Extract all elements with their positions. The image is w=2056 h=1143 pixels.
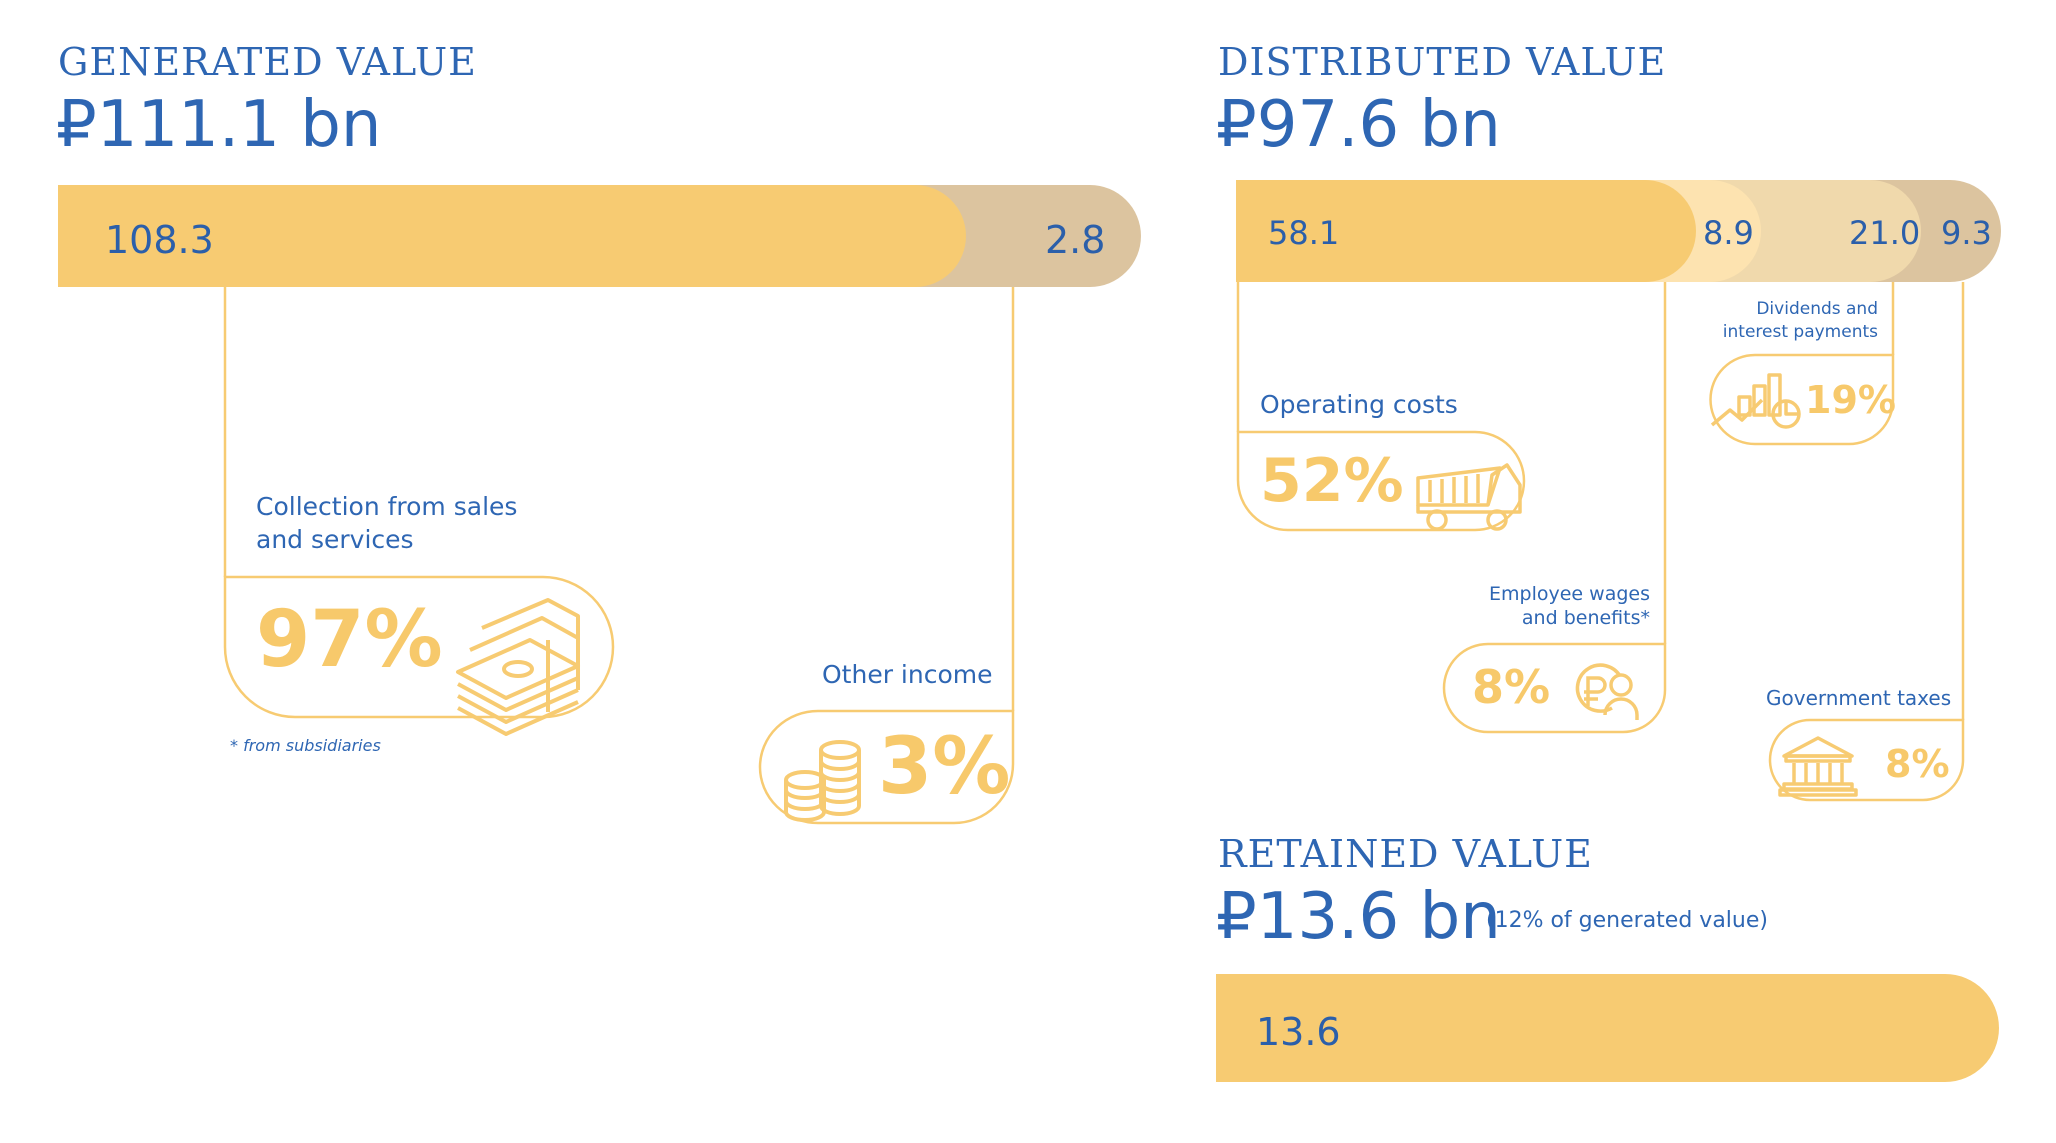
wages-percent: 8% xyxy=(1472,660,1551,714)
bar-label-sales: 108.3 xyxy=(105,218,214,262)
retained-total: ₽13.6 bn xyxy=(1216,880,1501,954)
distributed-bar xyxy=(1236,180,2001,282)
generated-bar xyxy=(58,185,1141,287)
operating-pill-outline xyxy=(1236,430,1526,532)
dividends-percent: 19% xyxy=(1805,378,1896,422)
generated-bar-segment-sales xyxy=(58,185,966,287)
operating-costs-percent: 52% xyxy=(1260,446,1404,516)
bar-label-dividends: 21.0 xyxy=(1849,214,1921,252)
other-income-label: Other income xyxy=(822,660,993,689)
operating-costs-label: Operating costs xyxy=(1260,390,1458,419)
dump-truck-icon xyxy=(1416,463,1522,531)
ruble-person-icon xyxy=(1575,663,1639,720)
bar-label-retained: 13.6 xyxy=(1256,1010,1341,1054)
bar-label-taxes: 9.3 xyxy=(1941,214,1992,252)
taxes-percent: 8% xyxy=(1885,742,1950,786)
distributed-total: ₽97.6 bn xyxy=(1216,88,1501,162)
dividends-label: Dividends and interest payments xyxy=(1722,299,1878,342)
taxes-label: Government taxes xyxy=(1766,686,1952,710)
chart-growth-icon xyxy=(1710,373,1801,429)
distributed-connectors xyxy=(1236,282,1965,802)
footnote: * from subsidiaries xyxy=(230,736,381,755)
sales-percent: 97% xyxy=(256,595,443,685)
government-building-icon xyxy=(1778,736,1858,797)
retained-bar xyxy=(1216,974,1999,1082)
retained-heading: RETAINED VALUE xyxy=(1218,832,1593,876)
generated-heading: GENERATED VALUE xyxy=(58,40,477,84)
generated-connectors xyxy=(223,287,1015,825)
distributed-bar-segment-operating xyxy=(1236,180,1696,282)
wages-pill-outline xyxy=(1442,642,1667,734)
dividends-pill-outline xyxy=(1709,353,1895,446)
distributed-heading: DISTRIBUTED VALUE xyxy=(1218,40,1667,84)
retained-note: (12% of generated value) xyxy=(1486,908,1768,933)
bar-label-other: 2.8 xyxy=(1045,218,1106,262)
bar-label-wages: 8.9 xyxy=(1703,214,1754,252)
sales-pill-outline xyxy=(223,575,615,719)
money-stack-icon xyxy=(456,598,580,736)
other-income-percent: 3% xyxy=(878,722,1011,812)
generated-total: ₽111.1 bn xyxy=(56,88,382,162)
coins-icon xyxy=(784,740,861,822)
bar-label-operating: 58.1 xyxy=(1268,214,1340,252)
wages-label: Employee wages and benefits* xyxy=(1489,583,1650,629)
sales-category-label: Collection from sales and services xyxy=(256,492,518,554)
